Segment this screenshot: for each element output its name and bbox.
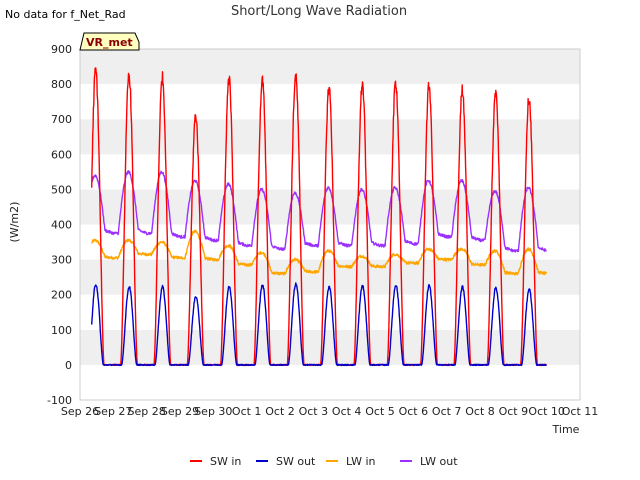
y-tick-label: 800 bbox=[51, 78, 72, 91]
x-tick-label: Oct 3 bbox=[299, 405, 329, 418]
x-tick-label: Oct 9 bbox=[499, 405, 529, 418]
y-tick-label: 300 bbox=[51, 254, 72, 267]
legend-label: SW out bbox=[276, 455, 316, 468]
y-tick-label: 900 bbox=[51, 43, 72, 56]
y-tick-labels: -100 0 100 200 300 400 500 600 700 800 900 bbox=[47, 43, 72, 407]
x-tick-label: Oct 7 bbox=[432, 405, 462, 418]
y-tick-label: -100 bbox=[47, 394, 72, 407]
badge-label: VR_met bbox=[86, 36, 133, 49]
x-tick-label: Sep 30 bbox=[194, 405, 232, 418]
series-line-lw-out bbox=[91, 170, 547, 253]
grid-band bbox=[80, 224, 580, 260]
x-tick-label: Oct 6 bbox=[399, 405, 429, 418]
x-tick-label: Sep 28 bbox=[128, 405, 166, 418]
plot-frame bbox=[79, 48, 581, 401]
x-tick-label: Oct 5 bbox=[365, 405, 395, 418]
grid-band bbox=[80, 154, 580, 190]
x-tick-label: Sep 29 bbox=[161, 405, 199, 418]
chart-title: Short/Long Wave Radiation bbox=[231, 4, 407, 19]
x-tick-label: Oct 8 bbox=[465, 405, 495, 418]
legend-label: SW in bbox=[210, 455, 241, 468]
legend: SW in SW out LW in LW out bbox=[190, 455, 458, 468]
legend-label: LW out bbox=[420, 455, 458, 468]
x-tick-label: Oct 4 bbox=[332, 405, 362, 418]
x-tick-label: Sep 26 bbox=[61, 405, 99, 418]
y-tick-label: 100 bbox=[51, 324, 72, 337]
grid-band bbox=[80, 294, 580, 330]
grid-band bbox=[80, 119, 580, 155]
x-tick-label: Oct 10 bbox=[528, 405, 565, 418]
x-axis-label: Time bbox=[552, 423, 580, 436]
x-tick-label: Oct 1 bbox=[232, 405, 262, 418]
y-tick-label: 400 bbox=[51, 219, 72, 232]
grid-band bbox=[80, 329, 580, 365]
y-tick-label: 200 bbox=[51, 289, 72, 302]
x-tick-label: Oct 11 bbox=[562, 405, 599, 418]
y-axis-label: (W/m2) bbox=[8, 202, 21, 243]
x-tick-label: Oct 2 bbox=[265, 405, 295, 418]
y-tick-label: 0 bbox=[65, 359, 72, 372]
grid-band bbox=[80, 364, 580, 400]
x-tick-label: Sep 27 bbox=[94, 405, 132, 418]
y-tick-label: 700 bbox=[51, 113, 72, 126]
grid-band bbox=[80, 49, 580, 85]
series-layer bbox=[91, 67, 548, 367]
vr-met-badge: VR_met bbox=[79, 32, 140, 51]
y-tick-label: 500 bbox=[51, 183, 72, 196]
legend-label: LW in bbox=[346, 455, 376, 468]
y-tick-label: 600 bbox=[51, 148, 72, 161]
no-data-note: No data for f_Net_Rad bbox=[5, 8, 126, 21]
series-line-sw-out bbox=[91, 282, 547, 367]
